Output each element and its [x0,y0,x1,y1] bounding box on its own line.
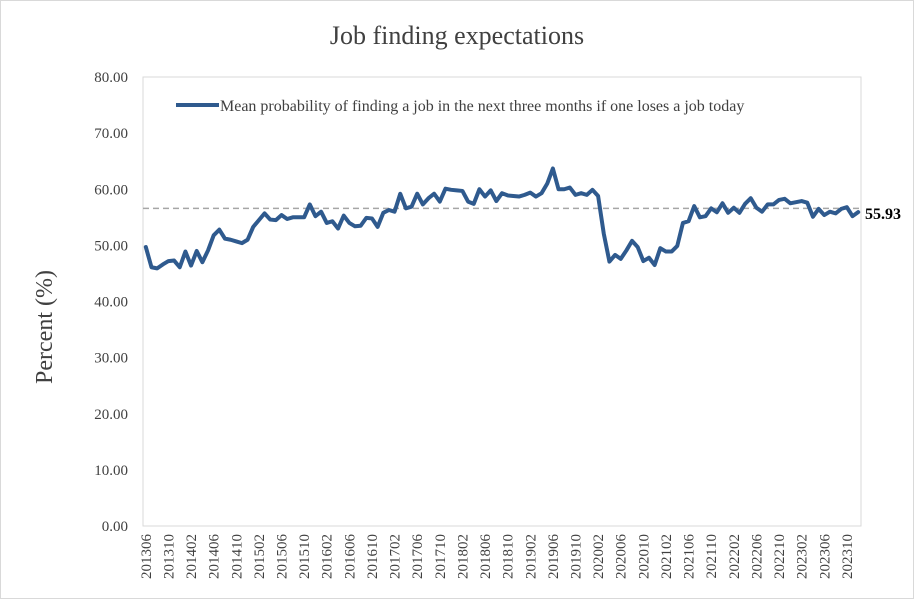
x-tick-label: 202002 [591,534,607,579]
legend-label: Mean probability of finding a job in the… [220,98,744,115]
x-tick-label: 201510 [297,534,313,579]
y-tick-label: 10.00 [94,463,128,479]
x-tick-label: 202202 [727,534,743,579]
x-tick-label: 202306 [817,534,833,580]
y-axis-label: Percent (%) [32,270,58,384]
x-tick-label: 201306 [139,534,155,580]
x-tick-label: 202006 [614,534,630,580]
x-tick-label: 201806 [478,534,494,580]
x-axis-ticks: 201306 201310 201402 201406 201410 201502 2015… [139,534,856,580]
x-tick-label: 201406 [207,534,223,580]
x-tick-label: 201710 [433,534,449,579]
plot-area [142,76,862,527]
x-tick-label: 202302 [795,534,811,579]
x-tick-label: 202310 [840,534,856,579]
legend: Mean probability of finding a job in the… [176,98,744,115]
x-tick-label: 201702 [388,534,404,579]
x-tick-label: 201602 [320,534,336,579]
chart-title: Job finding expectations [330,21,584,50]
x-tick-label: 201310 [161,534,177,579]
x-tick-label: 201906 [546,534,562,580]
y-tick-label: 80.00 [94,70,128,86]
series-line [143,166,861,271]
x-tick-label: 201410 [229,534,245,579]
x-tick-label: 201506 [275,534,291,580]
y-tick-label: 50.00 [94,238,128,254]
y-tick-label: 30.00 [94,351,128,367]
end-value-label: 55.93 [865,206,901,223]
y-tick-label: 40.00 [94,295,128,311]
x-tick-label: 202206 [749,534,765,580]
x-tick-label: 201810 [501,534,517,579]
x-tick-label: 201610 [365,534,381,579]
y-tick-label: 70.00 [94,126,128,142]
x-tick-label: 201802 [455,534,471,579]
x-tick-label: 202102 [659,534,675,579]
x-tick-label: 201910 [568,534,584,579]
y-axis-ticks: 0.00 10.00 20.00 30.00 40.00 50.00 60.00 70.00 8… [94,70,128,535]
x-tick-label: 202106 [682,534,698,580]
x-tick-label: 201902 [523,534,539,579]
x-tick-label: 202110 [704,534,720,578]
y-tick-label: 60.00 [94,182,128,198]
x-tick-label: 201402 [184,534,200,579]
y-tick-label: 0.00 [102,519,128,535]
x-tick-label: 202210 [772,534,788,579]
x-tick-label: 202010 [636,534,652,579]
x-tick-label: 201606 [342,534,358,580]
x-tick-label: 201706 [410,534,426,580]
y-tick-label: 20.00 [94,407,128,423]
x-tick-label: 201502 [252,534,268,579]
